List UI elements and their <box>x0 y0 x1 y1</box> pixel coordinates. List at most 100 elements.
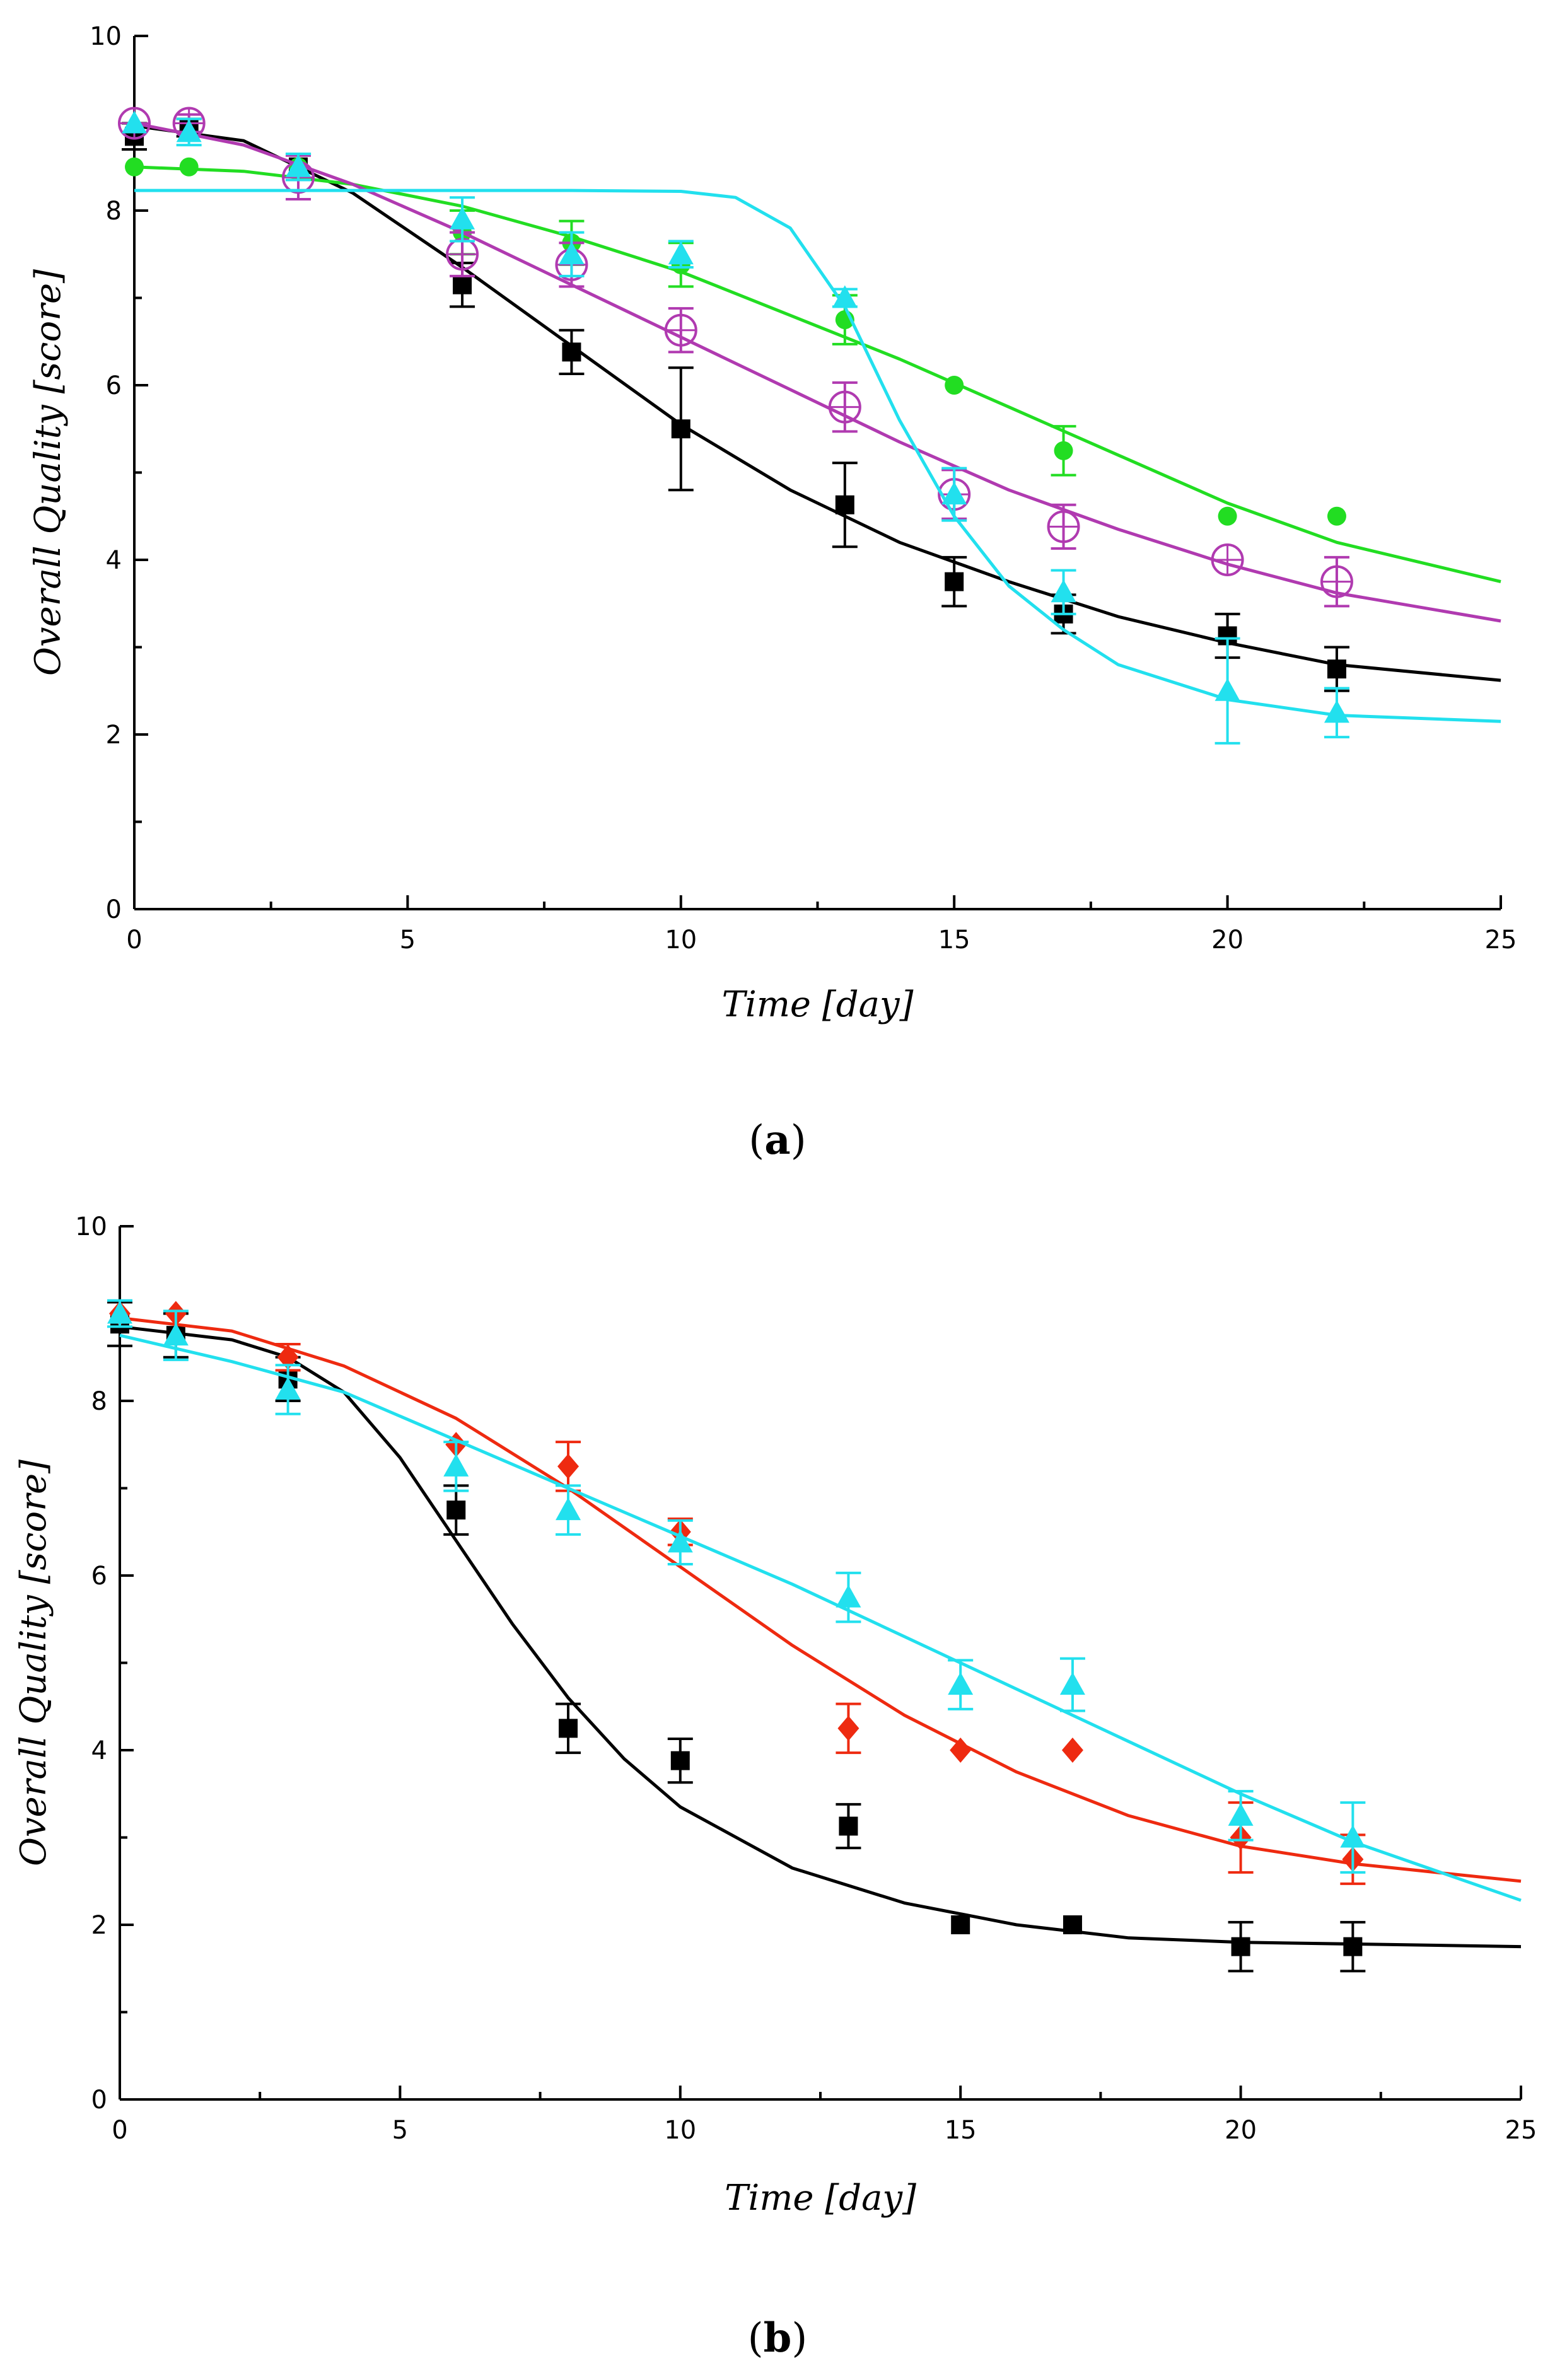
series-4 <box>122 110 1501 745</box>
data-point <box>1218 506 1237 526</box>
y-axis-title: Overall Quality [score] <box>28 269 69 676</box>
data-point <box>839 1816 858 1836</box>
data-point <box>835 495 854 514</box>
x-tick-label: 20 <box>1211 926 1243 955</box>
data-point <box>446 1501 466 1520</box>
data-point <box>1059 1672 1085 1695</box>
series-2 <box>109 1301 1522 1885</box>
y-tick-label: 2 <box>106 721 122 750</box>
y-tick-label: 8 <box>106 197 122 226</box>
fit-curve <box>134 122 1501 623</box>
data-point <box>1211 543 1244 576</box>
panel-b-letter: b <box>764 2314 792 2362</box>
data-point <box>832 285 858 308</box>
fit-curve <box>134 189 1501 723</box>
data-point <box>1214 678 1240 701</box>
data-point <box>443 1453 469 1477</box>
data-point <box>286 154 312 177</box>
data-point <box>275 1376 301 1400</box>
data-point <box>664 313 697 347</box>
fit-curve <box>119 1325 1522 1949</box>
data-point <box>562 342 581 362</box>
data-point <box>1063 1915 1082 1934</box>
x-tick-label: 10 <box>664 2116 696 2145</box>
data-point <box>559 1719 578 1738</box>
series-1 <box>107 1301 1522 1973</box>
data-point <box>945 572 964 591</box>
data-point <box>836 1584 861 1608</box>
x-tick-label: 15 <box>945 2116 977 2145</box>
y-tick-label: 6 <box>91 1562 107 1591</box>
x-tick-label: 0 <box>112 2116 127 2145</box>
data-point <box>668 241 694 265</box>
data-point <box>670 1751 690 1770</box>
data-point <box>1327 659 1346 679</box>
data-point <box>453 275 472 294</box>
x-tick-label: 10 <box>665 926 697 955</box>
data-point <box>1340 1825 1366 1848</box>
data-point <box>945 376 964 395</box>
data-point <box>559 241 585 265</box>
data-point <box>277 1344 299 1370</box>
data-point <box>950 1738 972 1763</box>
data-point <box>828 390 861 424</box>
x-tick-label: 25 <box>1505 2116 1537 2145</box>
fit-curve <box>119 1316 1522 1883</box>
data-point <box>1051 579 1076 603</box>
fit-curve <box>134 165 1501 584</box>
x-axis-title: Time [day] <box>725 2178 916 2219</box>
data-point <box>1047 510 1080 543</box>
axes: 0 5 10 15 20 25 0 2 4 6 8 10 Time [day] Overall Quali… <box>28 22 1517 1025</box>
y-axis-title: Overall Quality [score] <box>13 1460 54 1866</box>
data-point <box>1324 700 1349 723</box>
x-tick-label: 20 <box>1225 2116 1257 2145</box>
data-point <box>163 1323 189 1346</box>
data-point <box>556 1497 581 1521</box>
x-tick-label: 25 <box>1485 926 1517 955</box>
y-tick-label: 6 <box>106 371 122 400</box>
y-tick-label: 4 <box>106 546 122 575</box>
data-point <box>446 238 479 271</box>
data-point <box>671 419 690 439</box>
chart-panel-b: 0 5 10 15 20 25 0 2 4 6 8 10 Time [day] Overall Quali… <box>13 1212 1537 2219</box>
x-tick-label: 5 <box>400 926 416 955</box>
y-tick-label: 0 <box>106 895 122 924</box>
data-point <box>1343 1937 1363 1956</box>
y-tick-label: 8 <box>91 1387 107 1416</box>
data-point <box>941 482 967 505</box>
fit-curve <box>119 1333 1522 1902</box>
y-tick-label: 10 <box>90 22 122 51</box>
x-tick-label: 5 <box>392 2116 408 2145</box>
data-point <box>1061 1738 1083 1763</box>
data-point <box>122 110 147 134</box>
x-tick-label: 0 <box>126 926 142 955</box>
data-point <box>948 1672 974 1695</box>
series-2 <box>125 157 1501 584</box>
data-point <box>450 206 475 229</box>
y-tick-label: 0 <box>91 2086 107 2115</box>
data-point <box>1231 1937 1250 1956</box>
series-3 <box>118 107 1501 623</box>
data-point <box>557 1453 579 1479</box>
y-tick-label: 4 <box>91 1736 107 1765</box>
data-point <box>837 1715 859 1741</box>
data-point <box>176 119 202 142</box>
y-tick-label: 2 <box>91 1911 107 1940</box>
data-point <box>951 1915 970 1934</box>
panel-b-caption: (b) <box>748 2314 808 2362</box>
series-3 <box>107 1299 1522 1902</box>
data-point <box>1228 1802 1254 1826</box>
data-point <box>1327 506 1346 526</box>
data-point <box>667 1530 693 1553</box>
panel-a-letter: a <box>764 1117 790 1164</box>
data-point <box>125 157 144 177</box>
data-point <box>1054 441 1073 460</box>
y-tick-label: 10 <box>75 1212 107 1241</box>
panel-a-caption: (a) <box>748 1117 806 1164</box>
axes: 0 5 10 15 20 25 0 2 4 6 8 10 Time [day] Overall Quali… <box>13 1212 1537 2219</box>
data-point <box>1320 565 1353 598</box>
x-axis-title: Time [day] <box>722 984 914 1025</box>
series-1 <box>122 117 1501 692</box>
x-tick-label: 15 <box>938 926 970 955</box>
